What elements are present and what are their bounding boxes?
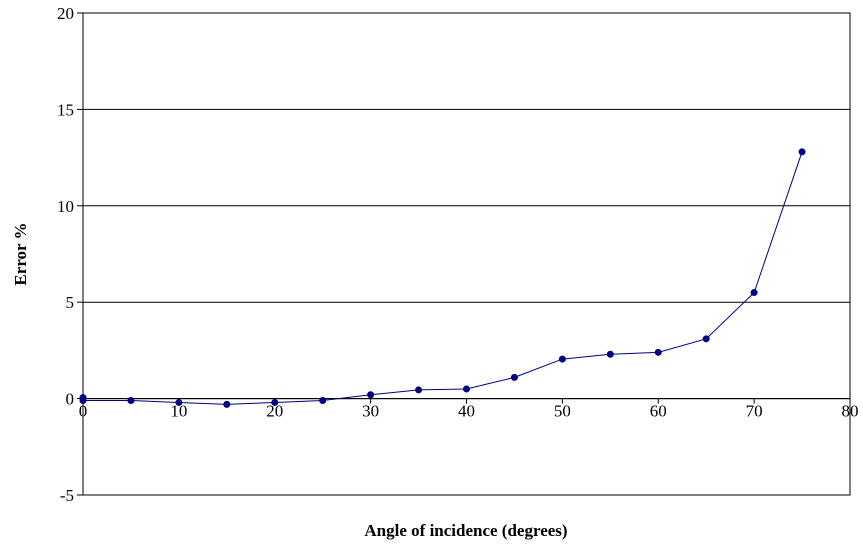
x-tick-label: 60 bbox=[650, 402, 667, 421]
x-tick-label: 80 bbox=[842, 402, 859, 421]
data-point bbox=[510, 373, 518, 381]
x-tick-label: 50 bbox=[554, 402, 571, 421]
data-point bbox=[798, 148, 806, 156]
y-tick-label: 0 bbox=[66, 390, 75, 409]
y-tick-label: -5 bbox=[60, 486, 74, 505]
data-point bbox=[79, 397, 87, 405]
data-point bbox=[223, 400, 231, 408]
x-tick-label: 70 bbox=[746, 402, 763, 421]
series-layer bbox=[79, 148, 806, 408]
data-point bbox=[319, 397, 327, 405]
x-axis: 0 10 20 30 40 50 60 70 80 bbox=[79, 398, 859, 421]
data-point bbox=[463, 385, 470, 393]
y-tick-label: 20 bbox=[57, 4, 74, 23]
data-point bbox=[415, 386, 423, 394]
data-point bbox=[367, 391, 375, 399]
y-axis-title: Error % bbox=[11, 222, 30, 285]
data-point bbox=[606, 350, 614, 358]
data-point bbox=[127, 397, 135, 405]
x-tick-label: 30 bbox=[362, 402, 379, 421]
data-point bbox=[271, 398, 279, 406]
x-tick-label: 0 bbox=[79, 402, 88, 421]
data-point bbox=[750, 289, 758, 297]
plot-area bbox=[82, 12, 851, 496]
x-tick-label: 10 bbox=[170, 402, 187, 421]
data-point bbox=[558, 355, 566, 363]
x-tick-label: 20 bbox=[266, 402, 283, 421]
x-axis-title: Angle of incidence (degrees) bbox=[364, 521, 567, 540]
x-tick-label: 40 bbox=[458, 402, 475, 421]
y-axis: -5 0 5 10 15 20 bbox=[57, 4, 83, 505]
data-point bbox=[702, 335, 710, 343]
data-point bbox=[175, 398, 183, 406]
data-point bbox=[654, 348, 662, 356]
y-tick-label: 15 bbox=[57, 100, 74, 119]
y-tick-label: 5 bbox=[66, 293, 75, 312]
y-tick-label: 10 bbox=[57, 197, 74, 216]
